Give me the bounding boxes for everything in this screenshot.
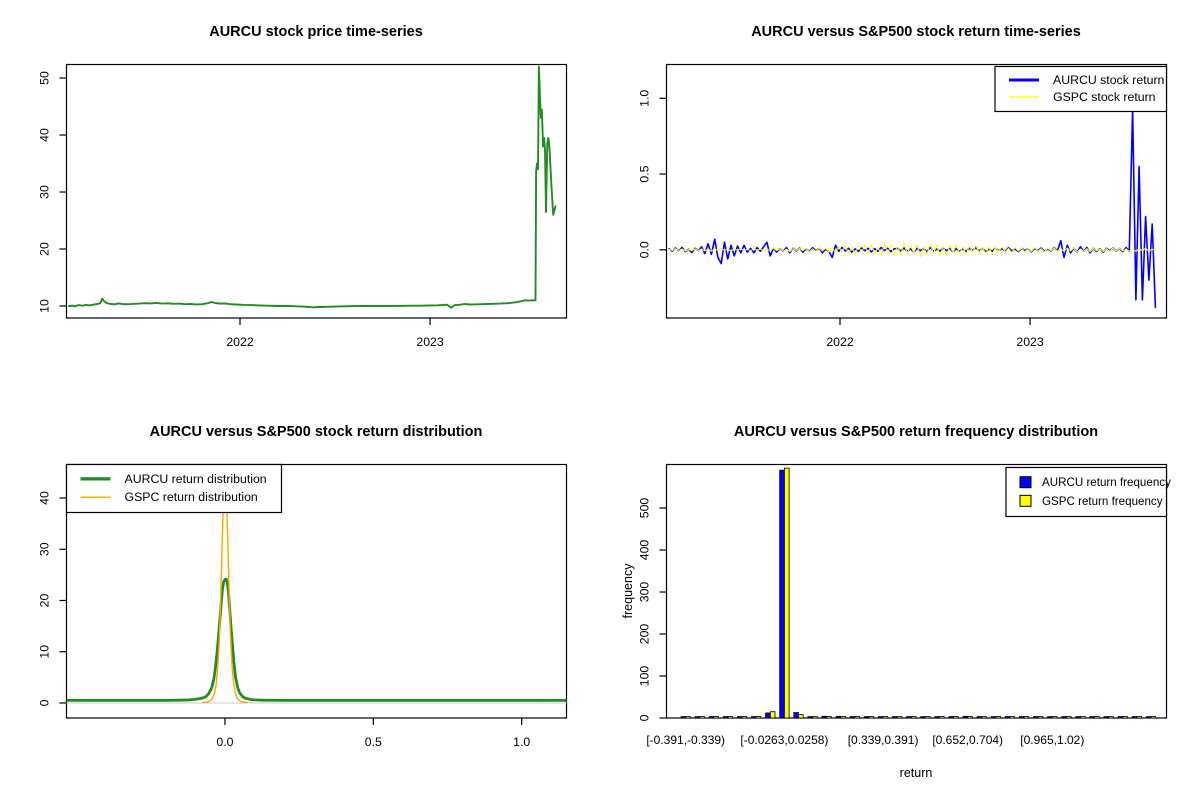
panel-return-timeseries: AURCU versus S&P500 stock return time-se… xyxy=(600,0,1200,400)
legend-label: AURCU stock return xyxy=(1053,73,1165,87)
plot-border xyxy=(665,63,1168,319)
return-frequency-chart: 0 100 200 300 400 500 [-0.391,-0.339) [-0.0263,… xyxy=(638,463,1171,747)
svg-text:2022: 2022 xyxy=(226,335,254,349)
return-distribution-chart: 0 10 20 30 40 0.0 0.5 1.0 AURCU return distribut… xyxy=(38,463,568,749)
svg-text:20: 20 xyxy=(38,594,52,608)
plot-border xyxy=(665,463,1168,719)
svg-text:[-0.391,-0.339): [-0.391,-0.339) xyxy=(646,733,725,747)
legend-box-swatch xyxy=(1019,476,1032,489)
plot-border xyxy=(65,463,568,719)
svg-text:1.0: 1.0 xyxy=(638,90,652,107)
svg-text:40: 40 xyxy=(38,491,52,505)
panel-return-distribution: AURCU versus S&P500 stock return distrib… xyxy=(0,400,600,800)
axes: 0 100 200 300 400 500 [-0.391,-0.339) [-0.0263,… xyxy=(638,498,1085,747)
svg-text:30: 30 xyxy=(38,185,52,199)
legend-label: GSPC return frequency xyxy=(1042,495,1163,508)
svg-text:100: 100 xyxy=(638,666,652,687)
legend-label: GSPC return distribution xyxy=(125,490,258,504)
svg-text:400: 400 xyxy=(638,540,652,561)
svg-text:0.5: 0.5 xyxy=(365,735,382,749)
svg-text:30: 30 xyxy=(38,542,52,556)
svg-text:10: 10 xyxy=(38,645,52,659)
svg-text:0.0: 0.0 xyxy=(638,241,652,258)
svg-text:50: 50 xyxy=(38,71,52,85)
panel-price-timeseries: AURCU stock price time-series 10 20 30 40 50… xyxy=(0,0,600,400)
series-aurcu-return-distribution xyxy=(66,577,567,702)
plot-border xyxy=(65,63,568,319)
chart-title-return-timeseries: AURCU versus S&P500 stock return time-se… xyxy=(751,24,1081,40)
legend-label: AURCU return distribution xyxy=(125,472,267,486)
bars xyxy=(680,467,1157,718)
svg-text:1.0: 1.0 xyxy=(513,735,530,749)
legend: AURCU stock return GSPC stock return xyxy=(994,65,1168,113)
price-timeseries-chart: 10 20 30 40 50 2022 2023 xyxy=(38,63,568,349)
chart-title-price-timeseries: AURCU stock price time-series xyxy=(209,24,423,40)
svg-text:2022: 2022 xyxy=(826,335,854,349)
svg-text:20: 20 xyxy=(38,242,52,256)
legend-box-swatch xyxy=(1019,494,1032,507)
series-group xyxy=(68,65,557,309)
legend-label: GSPC stock return xyxy=(1053,90,1156,104)
legend: AURCU return frequency GSPC return freque… xyxy=(1005,466,1171,518)
svg-text:2023: 2023 xyxy=(1016,335,1044,349)
svg-text:0: 0 xyxy=(38,699,52,706)
svg-text:200: 200 xyxy=(638,624,652,645)
series-aurcu-stock-return xyxy=(668,108,1157,309)
y-axis-label-frequency: frequency xyxy=(621,563,635,619)
svg-text:0.5: 0.5 xyxy=(638,165,652,182)
svg-text:2023: 2023 xyxy=(416,335,444,349)
return-timeseries-chart: 0.0 0.5 1.0 2022 2023 AURCU stock return GSPC … xyxy=(638,63,1168,349)
svg-text:40: 40 xyxy=(38,128,52,142)
chart-title-return-distribution: AURCU versus S&P500 stock return distrib… xyxy=(149,424,483,440)
svg-text:0.0: 0.0 xyxy=(216,735,233,749)
svg-text:[0.965,1.02): [0.965,1.02) xyxy=(1020,733,1084,747)
svg-text:[0.339,0.391): [0.339,0.391) xyxy=(848,733,919,747)
series-aurcu-price xyxy=(68,65,557,309)
series-gspc-stock-return xyxy=(668,242,1156,258)
svg-text:0: 0 xyxy=(638,714,652,721)
chart-title-return-frequency: AURCU versus S&P500 return frequency dis… xyxy=(733,424,1099,440)
svg-text:500: 500 xyxy=(638,498,652,519)
legend-label: AURCU return frequency xyxy=(1042,476,1171,489)
axes: 0.0 0.5 1.0 2022 2023 xyxy=(638,90,1044,349)
svg-text:[0.652,0.704): [0.652,0.704) xyxy=(932,733,1003,747)
axes: 0 10 20 30 40 0.0 0.5 1.0 xyxy=(38,491,531,749)
axes: 10 20 30 40 50 2022 2023 xyxy=(38,71,444,349)
svg-text:300: 300 xyxy=(638,582,652,603)
svg-text:[-0.0263,0.0258): [-0.0263,0.0258) xyxy=(740,733,828,747)
legend: AURCU return distribution GSPC return dis… xyxy=(65,463,283,514)
panel-return-frequency: AURCU versus S&P500 return frequency dis… xyxy=(600,400,1200,800)
x-axis-label-return: return xyxy=(899,766,933,780)
svg-text:10: 10 xyxy=(38,299,52,313)
series-group xyxy=(668,108,1157,309)
